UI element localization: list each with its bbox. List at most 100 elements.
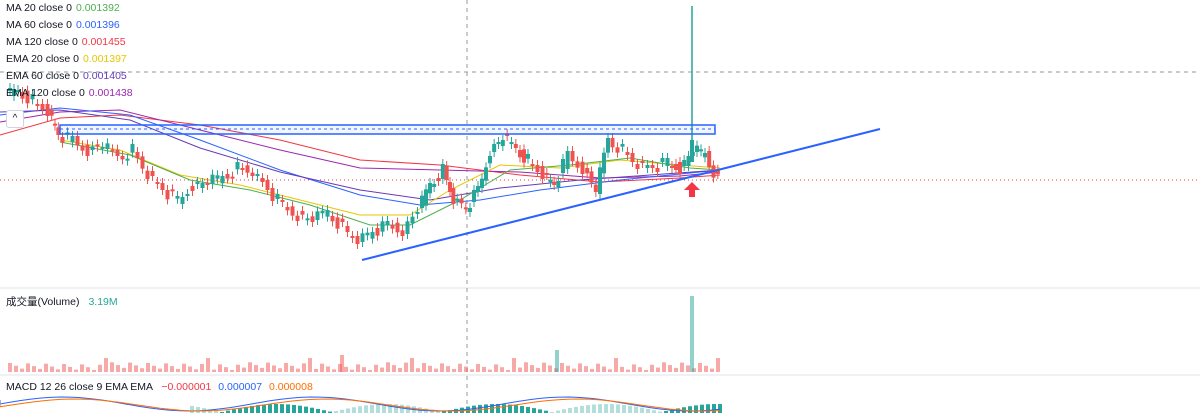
candle-body	[380, 221, 385, 232]
candle-body	[170, 189, 175, 192]
legend-row: EMA 120 close 0 0.001438	[6, 85, 133, 102]
volume-bar	[650, 364, 654, 372]
volume-bar	[134, 365, 138, 372]
candle-body	[205, 183, 210, 185]
macd-histogram-bar	[352, 407, 356, 413]
macd-histogram-bar	[244, 406, 248, 413]
macd-histogram-bar	[586, 405, 590, 413]
volume-bar	[20, 368, 24, 372]
volume-bar	[584, 366, 588, 372]
macd-histogram-bar	[298, 405, 302, 413]
candle-body	[220, 176, 225, 184]
volume-bar	[482, 366, 486, 372]
volume-bar	[296, 368, 300, 372]
candle-body	[522, 149, 526, 163]
volume-bar	[512, 358, 516, 372]
volume-bar	[690, 296, 694, 372]
ema-20-line	[59, 139, 721, 216]
ma-20-line	[59, 141, 721, 226]
volume-bar	[98, 364, 102, 372]
candle-body	[589, 171, 594, 183]
macd-histogram-bar	[190, 405, 194, 413]
drawing-tools	[59, 124, 881, 261]
volume-bar	[494, 364, 498, 372]
candle-body	[16, 90, 20, 92]
macd-histogram-bar	[712, 404, 716, 413]
volume-bar	[464, 366, 468, 372]
volume-bar	[548, 365, 552, 372]
legend-label: EMA 120 close 0	[6, 87, 85, 99]
macd-value-2: 0.000007	[218, 381, 263, 393]
candle-body	[432, 184, 437, 187]
candle-body	[415, 212, 420, 214]
candle-body	[335, 217, 340, 229]
candle-body	[56, 127, 61, 135]
volume-bar	[620, 366, 624, 372]
ema-120-line	[0, 109, 721, 179]
volume-bar	[410, 358, 414, 372]
volume-bar	[272, 365, 276, 372]
candle-body	[100, 147, 105, 149]
macd-histogram-bar	[280, 404, 284, 413]
candle-body	[240, 168, 245, 170]
volume-bar	[26, 363, 30, 372]
legend-row: EMA 20 close 0 0.001397	[6, 51, 127, 68]
candle-body	[110, 149, 115, 152]
macd-histogram-bar	[472, 405, 476, 413]
candle-body	[565, 151, 570, 169]
macd-histogram-bar	[358, 406, 362, 413]
volume-bar	[8, 363, 12, 372]
volume-bar	[632, 364, 636, 372]
volume-bar	[164, 363, 168, 372]
legend-value: 0.001392	[75, 2, 120, 14]
volume-bar	[524, 362, 528, 372]
volume-bar	[638, 367, 642, 372]
macd-legend: MACD 12 26 close 9 EMA EMA −0.000001 0.0…	[6, 381, 313, 393]
volume-bar	[92, 370, 96, 372]
volume-bar	[668, 365, 672, 372]
candle-body	[436, 178, 441, 181]
macd-histogram-bar	[292, 404, 296, 413]
volume-bar	[555, 350, 559, 372]
candle-body	[285, 207, 290, 211]
candle-body	[365, 232, 370, 236]
volume-bar	[704, 365, 708, 372]
volume-label: 成交量(Volume)	[6, 296, 80, 308]
candle-body	[707, 151, 712, 168]
candle-body	[300, 211, 305, 215]
volume-bar	[578, 363, 582, 372]
macd-histogram-bar	[304, 406, 308, 413]
candle-body	[165, 190, 170, 200]
candle-body	[20, 92, 25, 99]
volume-bar	[566, 365, 570, 372]
candle-body	[385, 221, 390, 226]
candle-body	[70, 136, 75, 143]
candle-body	[35, 104, 40, 106]
candle-body	[509, 142, 514, 144]
volume-bar	[386, 362, 390, 372]
macd-histogram-bar	[580, 405, 584, 413]
candle-body	[444, 166, 449, 180]
macd-histogram-bar	[706, 404, 710, 413]
macd-value-3: 0.000008	[268, 381, 313, 393]
volume-bars	[8, 296, 720, 372]
volume-bar	[206, 358, 210, 372]
candle-body	[12, 89, 16, 96]
candle-body	[120, 156, 125, 160]
macd-histogram-bar	[436, 411, 440, 413]
volume-bar	[284, 363, 288, 372]
candle-body	[175, 196, 180, 199]
candle-body	[130, 144, 135, 153]
support-trendline	[361, 128, 881, 261]
candle-body	[635, 164, 640, 169]
chevron-up-icon: ^	[12, 113, 18, 124]
candle-body	[496, 142, 501, 144]
candle-body	[650, 165, 655, 168]
candle-body	[200, 183, 205, 188]
collapse-legend-button[interactable]: ^	[6, 110, 24, 128]
macd-histogram-bar	[598, 404, 602, 413]
macd-histogram-bar	[532, 408, 536, 413]
macd-histogram-bar	[232, 409, 236, 413]
candlesticks	[8, 6, 720, 249]
